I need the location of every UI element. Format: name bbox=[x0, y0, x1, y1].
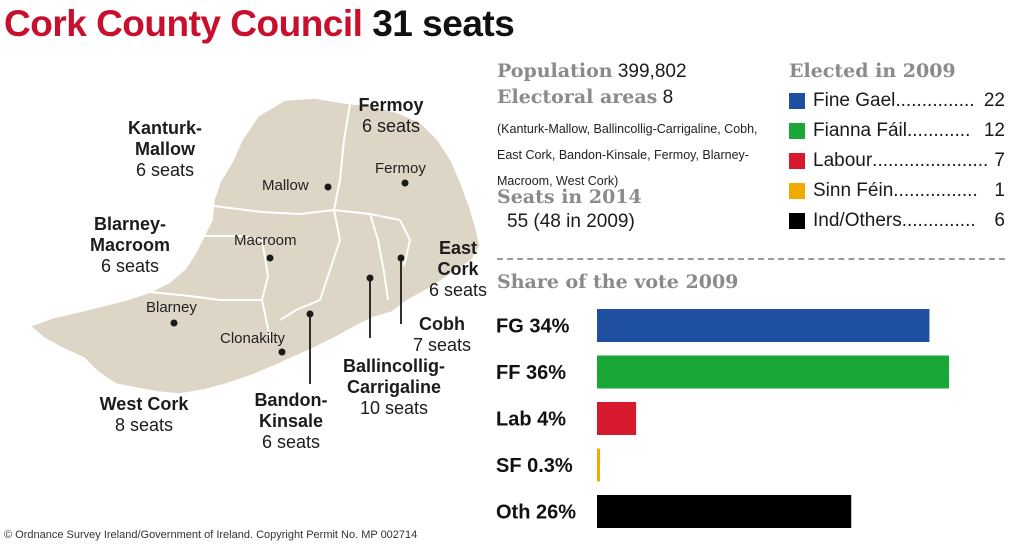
legend-dots: .............. bbox=[901, 210, 976, 231]
title-council: Cork County Council bbox=[4, 3, 363, 44]
legend-name: Sinn Féin bbox=[813, 180, 894, 201]
area-seats: 6 seats bbox=[261, 432, 321, 452]
bar bbox=[597, 309, 930, 342]
town-macroom: Macroom bbox=[234, 232, 297, 249]
seats-2014-value: 55 (48 in 2009) bbox=[507, 211, 635, 232]
bar-label: Oth 26% bbox=[496, 502, 576, 524]
legend-swatch bbox=[789, 93, 805, 109]
bar-label: FF 36% bbox=[496, 362, 566, 384]
area-name: Cobh bbox=[419, 314, 465, 334]
area-seats: 10 seats bbox=[359, 398, 429, 418]
area-name: East Cork bbox=[437, 238, 479, 279]
legend-name: Labour bbox=[813, 150, 873, 171]
legend-name: Ind/Others bbox=[813, 210, 902, 231]
legend-dots: ...................... bbox=[872, 150, 989, 171]
area-west-cork: West Cork 8 seats bbox=[84, 394, 204, 436]
area-east-cork: East Cork 6 seats bbox=[418, 238, 498, 301]
legend-value: 6 bbox=[994, 210, 1005, 231]
legend-dots: ............ bbox=[907, 120, 971, 141]
area-blarney-macroom: Blarney- Macroom 6 seats bbox=[70, 214, 190, 277]
area-kanturk-mallow: Kanturk- Mallow 6 seats bbox=[110, 118, 220, 181]
legend-item-sinn-fein: Sinn Féin ................ 1 bbox=[789, 178, 1005, 204]
population-row: Population 399,802 bbox=[497, 60, 687, 83]
seats-2014-label: Seats in 2014 bbox=[497, 186, 642, 208]
legend-heading: Elected in 2009 bbox=[789, 60, 956, 82]
legend-name: Fine Gael bbox=[813, 90, 896, 111]
legend-value: 12 bbox=[983, 120, 1005, 141]
town-dots bbox=[170, 179, 409, 356]
electoral-areas-row: Electoral areas 8 bbox=[497, 86, 673, 109]
legend-swatch bbox=[789, 213, 805, 229]
legend-value: 7 bbox=[994, 150, 1005, 171]
area-name: Kanturk- Mallow bbox=[127, 118, 202, 159]
legend-swatch bbox=[789, 153, 805, 169]
bar-label: SF 0.3% bbox=[496, 455, 573, 477]
population-value: 399,802 bbox=[617, 61, 687, 82]
bar bbox=[597, 448, 600, 482]
legend-item-fine-gael: Fine Gael ............... 22 bbox=[789, 88, 1005, 114]
legend-item-ind-others: Ind/Others .............. 6 bbox=[789, 208, 1005, 234]
county-landmass bbox=[28, 97, 481, 395]
town-clonakilty: Clonakilty bbox=[220, 330, 286, 347]
legend-value: 22 bbox=[983, 90, 1005, 111]
area-seats: 6 seats bbox=[428, 280, 488, 300]
area-name: West Cork bbox=[99, 394, 189, 414]
seats-2014-label-row: Seats in 2014 bbox=[497, 186, 642, 209]
legend-item-fianna-fail: Fianna Fáil ............ 12 bbox=[789, 118, 1005, 144]
title-seats: 31 seats bbox=[372, 3, 515, 44]
legend-swatch bbox=[789, 123, 805, 139]
area-name: Fermoy bbox=[358, 95, 424, 115]
legend-dots: ................ bbox=[893, 180, 978, 201]
bar bbox=[597, 495, 852, 528]
area-bandon-kinsale: Bandon- Kinsale 6 seats bbox=[236, 390, 346, 453]
bar bbox=[597, 355, 949, 389]
area-seats: 8 seats bbox=[114, 415, 174, 435]
section-divider bbox=[497, 258, 1005, 260]
bar bbox=[597, 402, 637, 435]
legend-swatch bbox=[789, 183, 805, 199]
page-title: Cork County Council 31 seats bbox=[4, 2, 515, 46]
town-fermoy: Fermoy bbox=[375, 160, 426, 177]
region-borders bbox=[149, 103, 412, 339]
bar-label: FG 34% bbox=[496, 316, 570, 338]
legend-item-labour: Labour ...................... 7 bbox=[789, 148, 1005, 174]
electoral-value: 8 bbox=[662, 87, 674, 108]
electoral-areas-list: (Kanturk-Mallow, Ballincollig-Carrigalin… bbox=[497, 122, 758, 188]
area-name: Blarney- Macroom bbox=[89, 214, 170, 255]
area-cobh: Cobh 7 seats bbox=[402, 314, 482, 356]
electoral-label: Electoral areas bbox=[497, 86, 658, 108]
legend-value: 1 bbox=[994, 180, 1005, 201]
area-name: Ballincollig- Carrigaline bbox=[342, 356, 445, 397]
town-mallow: Mallow bbox=[262, 177, 309, 194]
legend-name: Fianna Fáil bbox=[813, 120, 907, 141]
legend-dots: ............... bbox=[895, 90, 975, 111]
area-seats: 6 seats bbox=[361, 116, 421, 136]
population-label: Population bbox=[497, 60, 613, 82]
area-seats: 6 seats bbox=[135, 160, 195, 180]
town-blarney: Blarney bbox=[146, 299, 197, 316]
area-ballincollig-carrigaline: Ballincollig- Carrigaline 10 seats bbox=[324, 356, 464, 419]
bar-label: Lab 4% bbox=[496, 409, 566, 431]
copyright-notice: © Ordnance Survey Ireland/Government of … bbox=[4, 529, 418, 541]
area-seats: 6 seats bbox=[100, 256, 160, 276]
county-map bbox=[28, 97, 481, 395]
area-seats: 7 seats bbox=[412, 335, 472, 355]
share-heading: Share of the vote 2009 bbox=[497, 271, 739, 293]
leader-lines bbox=[309, 258, 402, 384]
area-fermoy: Fermoy 6 seats bbox=[336, 95, 446, 137]
area-name: Bandon- Kinsale bbox=[254, 390, 328, 431]
